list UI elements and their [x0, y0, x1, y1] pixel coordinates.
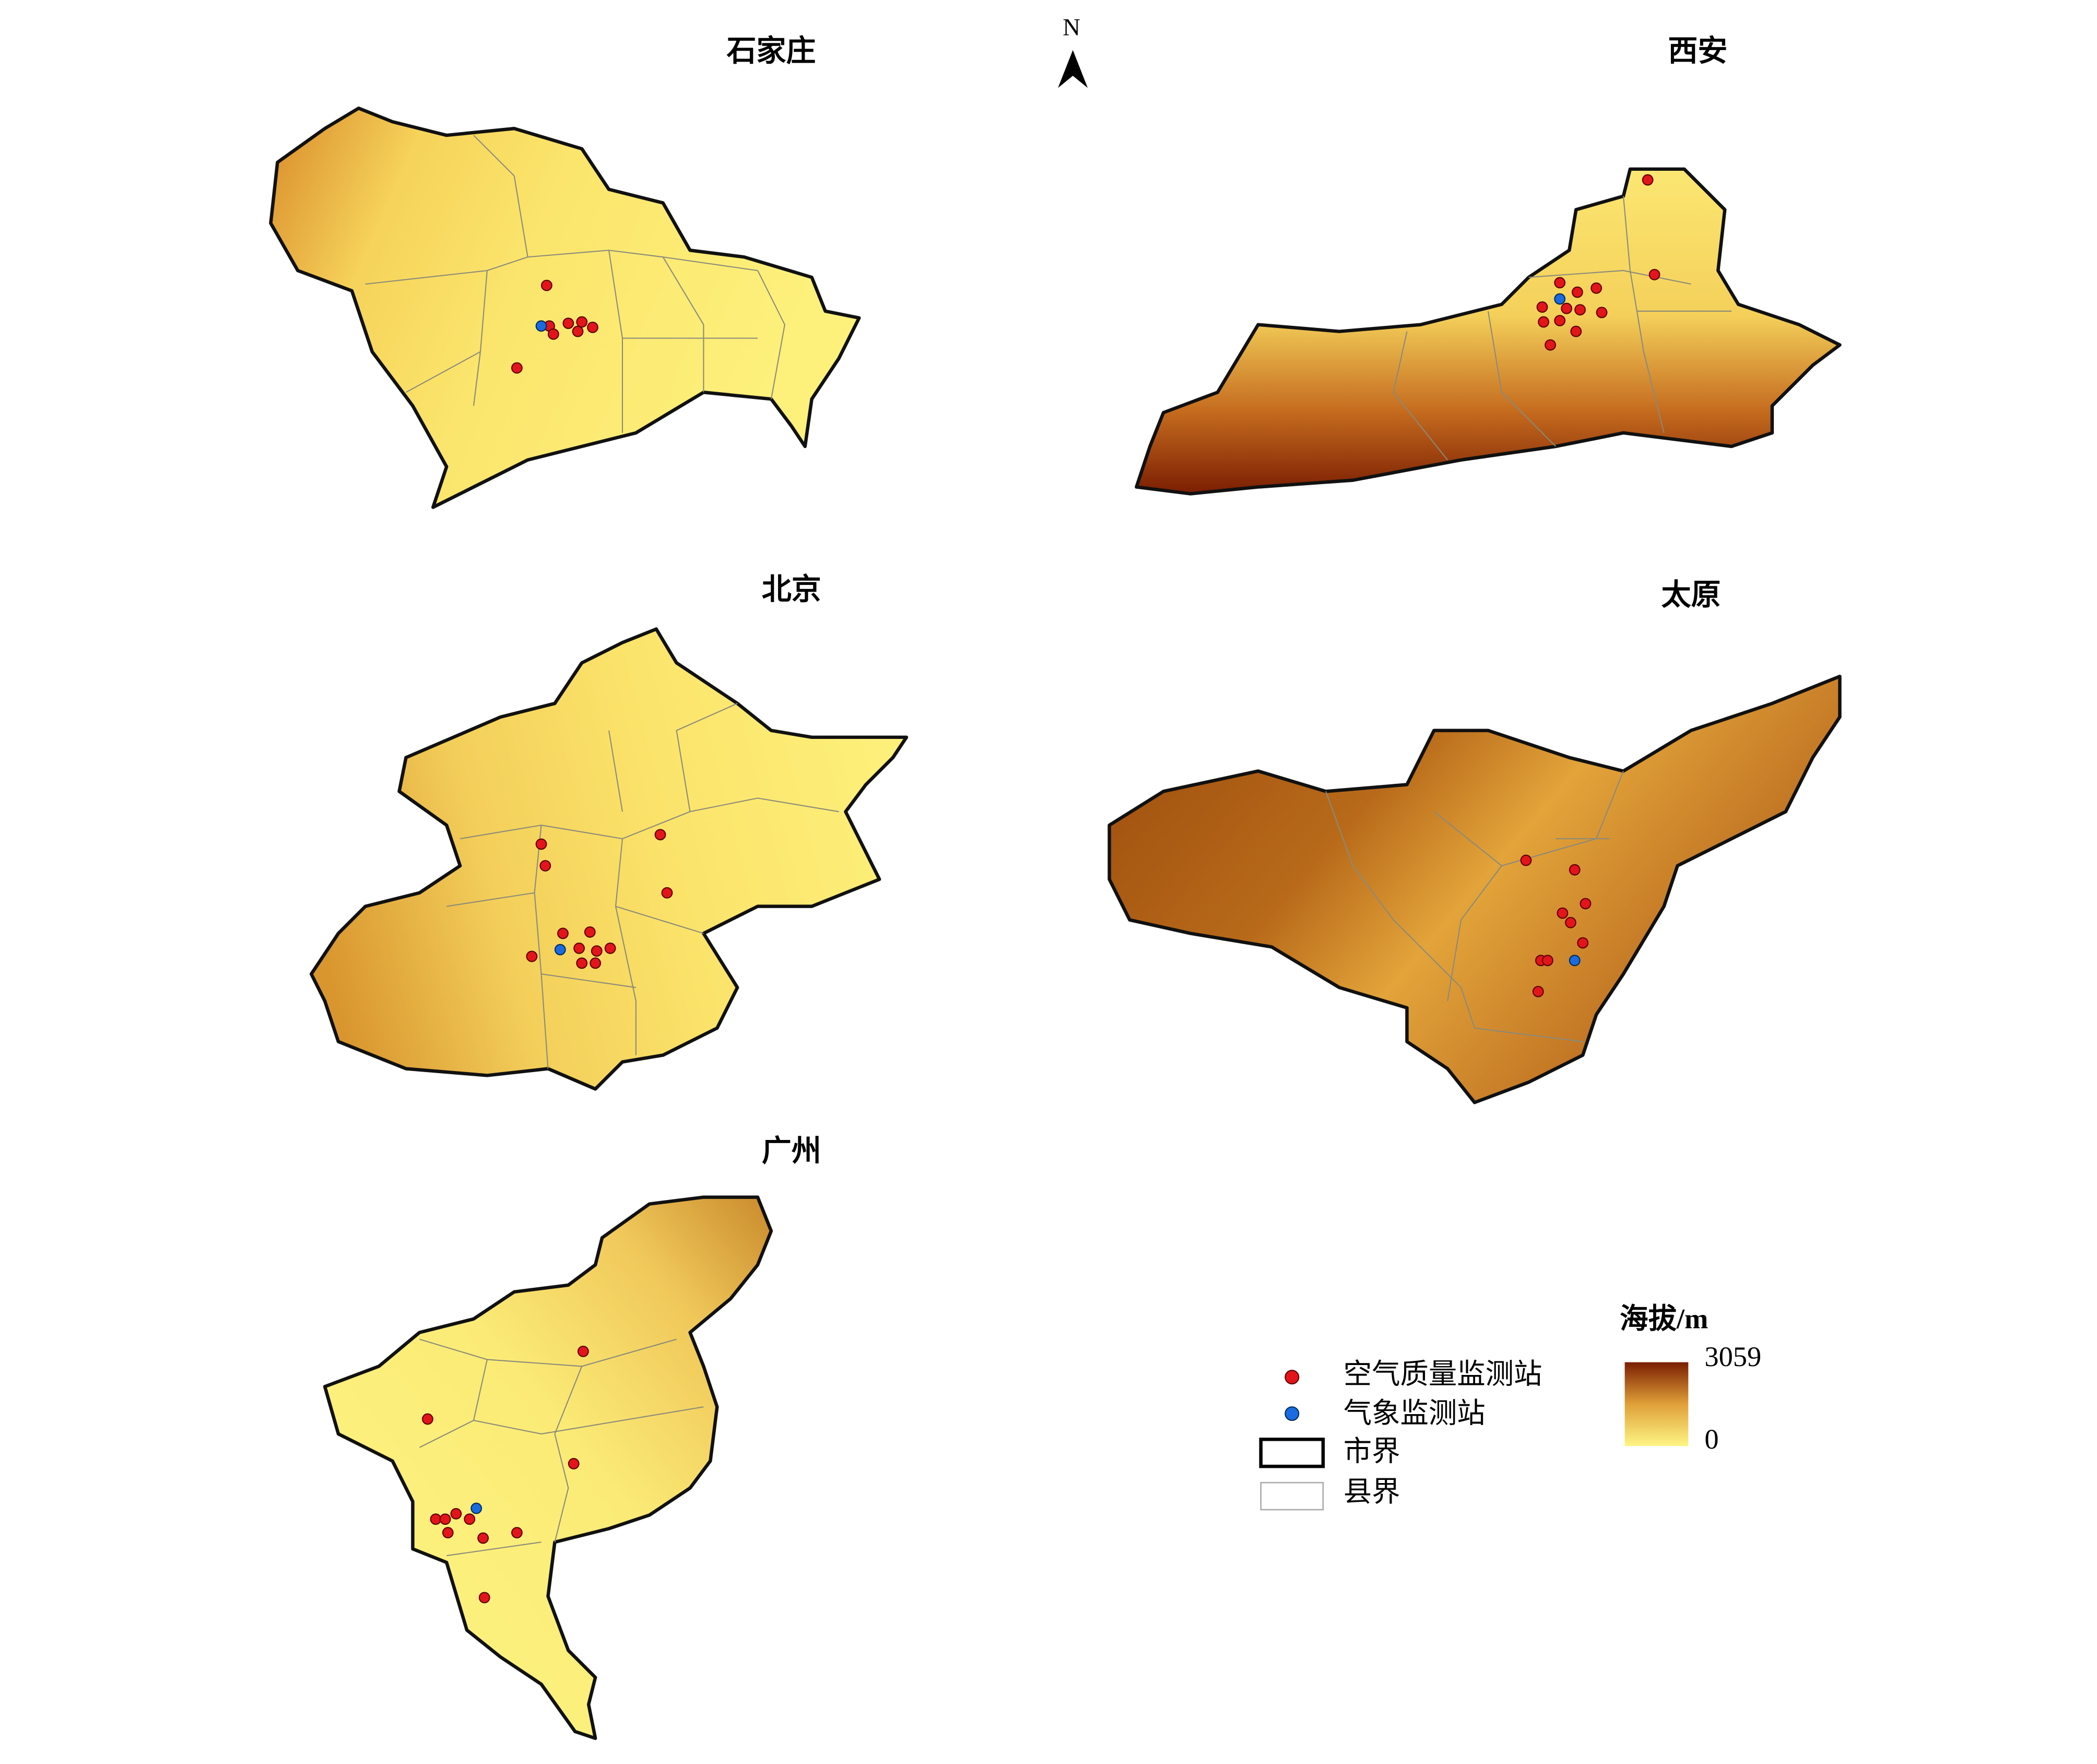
air-station	[562, 317, 574, 330]
elevation-max: 3059	[1704, 1341, 1761, 1372]
air-station	[526, 950, 538, 962]
air-station	[572, 325, 584, 337]
air-station	[535, 838, 547, 850]
air-station	[1570, 325, 1582, 337]
air-station	[1572, 286, 1583, 298]
met-station	[1569, 955, 1581, 967]
air-station	[1520, 854, 1532, 866]
air-station	[1569, 864, 1581, 876]
county-boundary	[1325, 771, 1624, 1042]
air-station	[590, 957, 602, 969]
air-station	[591, 945, 603, 957]
county-boundary	[365, 135, 785, 433]
air-station	[477, 1532, 489, 1544]
air-station	[478, 1592, 490, 1604]
county-boundary	[446, 703, 839, 1069]
map-title: 太原	[1661, 579, 1721, 611]
air-station	[1557, 907, 1569, 919]
elevation-colorbar	[1624, 1362, 1689, 1447]
air-station	[1532, 985, 1544, 997]
map-title: 西安	[1668, 35, 1727, 68]
air-station	[557, 927, 569, 939]
legend-label: 县界	[1344, 1476, 1400, 1508]
air-station	[1596, 307, 1608, 319]
air-station	[1648, 268, 1660, 280]
air-station	[1538, 316, 1549, 328]
air-station	[587, 322, 598, 333]
air-station	[422, 1413, 433, 1425]
legend-city-boundary	[1259, 1438, 1325, 1468]
air-station	[568, 1458, 580, 1469]
legend-label: 空气质量监测站	[1344, 1359, 1542, 1390]
city-boundary	[323, 1195, 773, 1741]
air-station	[464, 1513, 476, 1525]
city-boundary	[269, 107, 861, 509]
legend-met-station	[1285, 1406, 1300, 1421]
air-station	[661, 887, 673, 899]
air-station	[442, 1527, 454, 1538]
legend-label: 气象监测站	[1344, 1398, 1486, 1429]
air-station	[1565, 916, 1576, 928]
air-station	[1536, 301, 1548, 313]
air-station	[548, 328, 559, 340]
air-station	[584, 926, 596, 938]
stations	[422, 174, 1660, 1604]
air-station	[654, 829, 666, 841]
air-station	[577, 1346, 589, 1357]
air-station	[439, 1513, 451, 1525]
city-boundary	[309, 627, 909, 1091]
air-station	[450, 1508, 462, 1520]
met-station	[1554, 293, 1566, 305]
legend-air-station	[1285, 1370, 1300, 1385]
legend-county-boundary	[1260, 1481, 1324, 1511]
air-station	[1642, 174, 1654, 186]
city-boundary	[1135, 167, 1842, 496]
county-boundary	[1393, 196, 1732, 461]
north-arrow	[1058, 50, 1088, 88]
air-station	[1542, 955, 1553, 967]
city-boundary	[1108, 675, 1842, 1104]
air-station	[1545, 339, 1556, 351]
map-title: 北京	[762, 573, 821, 606]
elevation-min: 0	[1704, 1424, 1718, 1455]
met-station	[554, 944, 566, 956]
air-station	[511, 362, 523, 374]
map-title: 石家庄	[726, 35, 816, 68]
county-boundary	[419, 1338, 704, 1557]
air-station	[539, 860, 551, 872]
air-station	[1591, 282, 1603, 294]
air-station	[576, 316, 588, 328]
air-station	[1577, 937, 1589, 949]
air-station	[1554, 277, 1566, 289]
map-title: 广州	[762, 1135, 821, 1168]
air-station	[541, 279, 552, 291]
air-station	[1580, 898, 1592, 910]
air-station	[1561, 302, 1573, 314]
north-label: N	[1063, 14, 1080, 41]
legend-label: 市界	[1344, 1436, 1400, 1467]
met-station	[470, 1502, 482, 1514]
elevation-title: 海拔/m	[1620, 1303, 1708, 1334]
met-station	[535, 320, 547, 332]
air-station	[1574, 304, 1586, 316]
air-station	[576, 957, 588, 969]
air-station	[430, 1513, 442, 1525]
air-station	[1554, 315, 1566, 326]
air-station	[604, 943, 616, 954]
air-station	[511, 1527, 523, 1538]
air-station	[573, 943, 585, 954]
